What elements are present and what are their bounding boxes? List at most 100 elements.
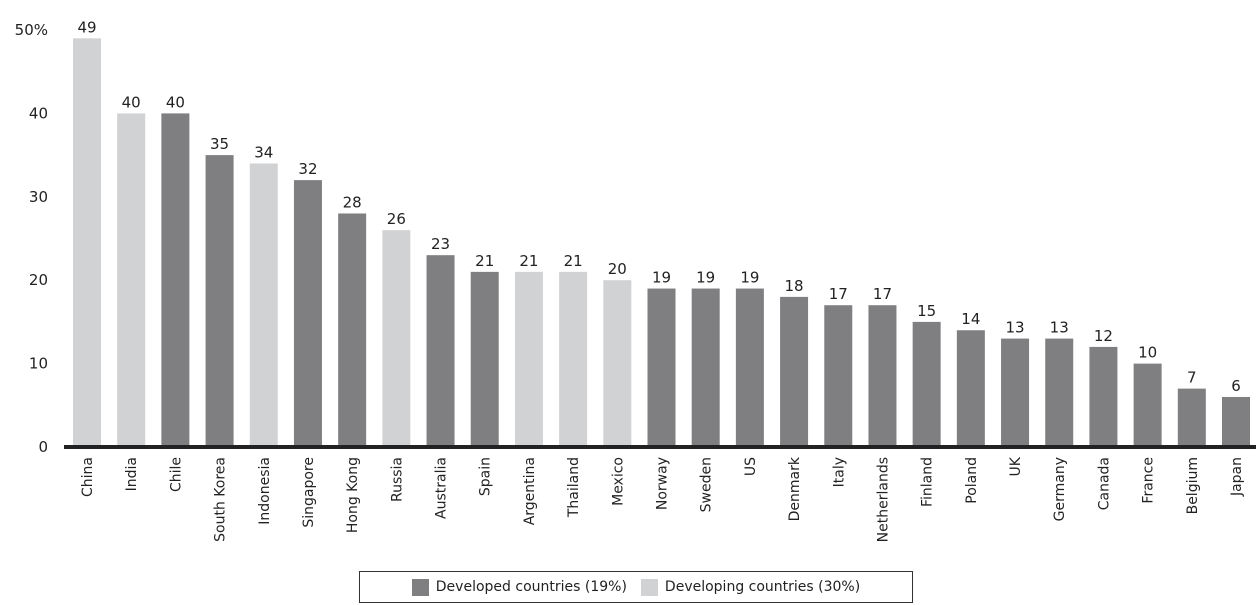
y-tick-label: 10 <box>29 355 48 373</box>
data-label: 26 <box>387 210 406 228</box>
bar <box>338 213 367 447</box>
x-tick-label: China <box>80 457 96 497</box>
y-tick-label: 30 <box>29 188 48 206</box>
data-label: 14 <box>961 310 980 328</box>
x-tick-label: Finland <box>920 457 936 507</box>
data-label: 21 <box>519 252 538 270</box>
x-tick-label: India <box>124 457 140 491</box>
x-tick-label: France <box>1141 457 1157 504</box>
bar <box>956 330 985 447</box>
data-label: 35 <box>210 135 229 153</box>
legend-item-developed: Developed countries (19%) <box>411 578 627 596</box>
x-tick-label: Chile <box>168 457 184 492</box>
x-tick-label: Singapore <box>301 457 317 528</box>
x-tick-label: Poland <box>964 457 980 504</box>
bar <box>1089 346 1118 447</box>
x-tick-label: Spain <box>478 457 494 496</box>
data-labels: 49 40 40 35 34 32 28 26 23 21 21 21 20 19 19 19 18 17 17 15… <box>77 18 1240 395</box>
data-label: 19 <box>652 269 671 287</box>
x-tick-label: Belgium <box>1185 457 1201 514</box>
bar <box>603 280 632 447</box>
bar <box>1045 338 1074 447</box>
bar <box>514 271 543 447</box>
y-tick-label: 40 <box>29 104 48 122</box>
legend-swatch-developing <box>640 578 658 596</box>
x-tick-label: Hong Kong <box>345 457 361 533</box>
data-label: 19 <box>740 269 759 287</box>
data-label: 12 <box>1094 327 1113 345</box>
x-tick-label: US <box>743 457 759 476</box>
x-tick-label: Japan <box>1229 457 1245 497</box>
bar <box>205 155 234 447</box>
bar <box>824 305 853 447</box>
data-label: 23 <box>431 235 450 253</box>
x-tick-label: Thailand <box>566 457 582 518</box>
bar <box>293 180 322 447</box>
y-tick-label: 20 <box>29 271 48 289</box>
bar <box>735 288 764 447</box>
data-label: 40 <box>122 93 141 111</box>
bar <box>559 271 588 447</box>
x-tick-label: Germany <box>1052 457 1068 521</box>
data-label: 18 <box>785 277 804 295</box>
legend-label-developed: Developed countries (19%) <box>435 579 627 595</box>
x-tick-label: Italy <box>831 457 847 487</box>
x-tick-label: Argentina <box>522 457 538 525</box>
data-label: 28 <box>343 193 362 211</box>
bar <box>426 255 455 447</box>
x-tick-label: Netherlands <box>875 457 891 542</box>
data-label: 21 <box>475 252 494 270</box>
bar <box>780 296 809 447</box>
x-tick-label: Australia <box>434 457 450 519</box>
x-tick-label: UK <box>1008 456 1024 476</box>
data-label: 34 <box>254 143 273 161</box>
legend: Developed countries (19%) Developing cou… <box>359 571 913 603</box>
bar <box>73 38 101 448</box>
data-label: 13 <box>1050 319 1069 337</box>
data-label: 10 <box>1138 344 1157 362</box>
x-axis: China India Chile South Korea Indonesia Singa… <box>80 456 1245 542</box>
x-tick-label: Indonesia <box>257 457 273 525</box>
bar <box>1001 338 1030 447</box>
bar <box>470 271 499 447</box>
x-tick-label: South Korea <box>213 457 229 542</box>
bar <box>249 163 278 447</box>
bar <box>691 288 720 447</box>
bar <box>912 321 941 447</box>
bar <box>647 288 676 447</box>
x-tick-label: Sweden <box>699 457 715 512</box>
data-label: 17 <box>829 285 848 303</box>
bar <box>382 230 411 447</box>
x-tick-label: Mexico <box>610 457 626 506</box>
data-label: 49 <box>77 18 96 36</box>
data-label: 15 <box>917 302 936 320</box>
data-label: 17 <box>873 285 892 303</box>
y-tick-label: 50% <box>15 21 48 39</box>
data-label: 6 <box>1231 377 1241 395</box>
bar <box>117 113 146 448</box>
x-tick-label: Norway <box>655 457 671 510</box>
bar <box>868 305 897 447</box>
data-label: 21 <box>564 252 583 270</box>
data-label: 19 <box>696 269 715 287</box>
bar <box>1133 363 1162 447</box>
data-label: 7 <box>1187 369 1197 387</box>
legend-swatch-developed <box>411 578 429 596</box>
y-axis: 0 10 20 30 40 50% <box>15 21 48 456</box>
data-label: 32 <box>298 160 317 178</box>
legend-label-developing: Developing countries (30%) <box>664 579 861 595</box>
x-tick-label: Denmark <box>787 456 803 521</box>
x-tick-label: Russia <box>389 457 405 502</box>
bar <box>161 113 190 448</box>
bar-series <box>73 38 1250 448</box>
bar <box>1177 388 1206 447</box>
data-label: 40 <box>166 93 185 111</box>
x-tick-label: Canada <box>1096 457 1112 510</box>
data-label: 13 <box>1005 319 1024 337</box>
legend-item-developing: Developing countries (30%) <box>640 578 861 596</box>
data-label: 20 <box>608 260 627 278</box>
bar <box>1222 396 1250 447</box>
y-tick-label: 0 <box>38 438 48 456</box>
